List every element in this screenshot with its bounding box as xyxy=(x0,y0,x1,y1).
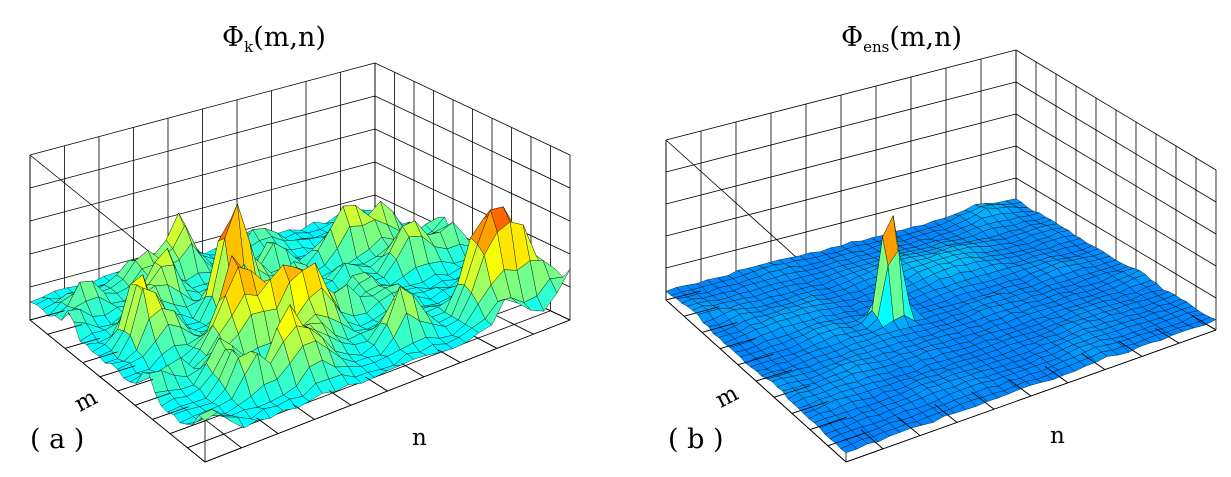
surface-mesh xyxy=(665,198,1217,454)
surface-facet xyxy=(549,269,571,294)
surface-facet xyxy=(1198,317,1217,326)
chart-title-a: Φk(m,n) xyxy=(222,22,326,56)
surface-plot-b xyxy=(665,49,1217,463)
panel-label-b: ( b ) xyxy=(668,424,724,455)
n-axis-label-a: n xyxy=(412,425,427,451)
panel-label-a: ( a ) xyxy=(30,424,85,455)
chart-title-b: Φens(m,n) xyxy=(841,22,963,56)
n-axis-label-b: n xyxy=(1050,423,1065,449)
front-axes xyxy=(29,308,571,463)
surface-plot-a xyxy=(29,62,571,463)
surface-mesh xyxy=(29,200,571,429)
panel-a: Φk(m,n) m n ( a ) xyxy=(0,0,615,477)
panel-b: Φens(m,n) m n ( b ) xyxy=(616,0,1231,477)
front-axes xyxy=(665,290,1217,463)
